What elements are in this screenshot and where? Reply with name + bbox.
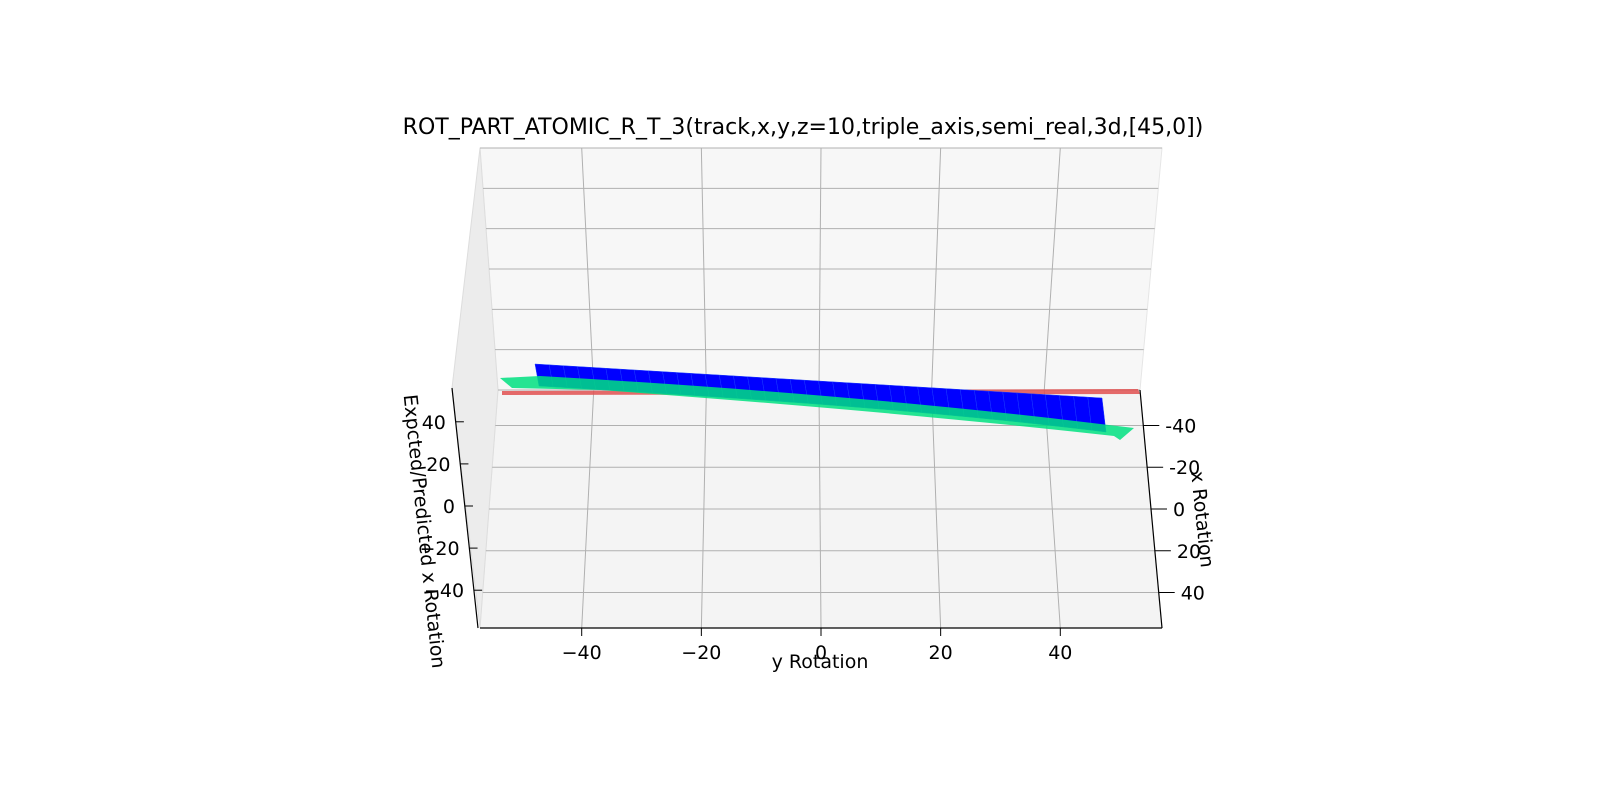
z-tick-label: 40 [422,412,446,434]
y-tick-label: 0 [815,642,827,664]
chart-title: ROT_PART_ATOMIC_R_T_3(track,x,y,z=10,tri… [403,115,1204,140]
predicted-surface-edge [500,376,1134,440]
y-tick-label: 20 [929,642,953,664]
y-tick-label: 40 [1048,642,1072,664]
x-tick-label: 0 [1173,499,1185,521]
z-tick-label: −20 [419,538,459,560]
x-tick-label: -40 [1165,415,1196,437]
y-axis-label: y Rotation [772,651,869,673]
y-tick-label: −20 [681,642,721,664]
x-tick-label: 20 [1177,541,1201,563]
z-tick-label: 0 [443,496,455,518]
z-axis-line [451,387,479,629]
surfaces [500,363,1140,440]
z-tick-label: 20 [426,454,450,476]
z-axis-label: Expcted/Predicted x Rotation [399,393,450,669]
x-tick-label: 40 [1181,583,1205,605]
y-tick-label: −40 [562,642,602,664]
x-tick-label: -20 [1169,457,1200,479]
ticks: −40 −20 0 20 40 -40 -20 0 20 40 −40 −20 0 20 40 [419,412,1204,664]
z-tick-label: −40 [424,580,464,602]
